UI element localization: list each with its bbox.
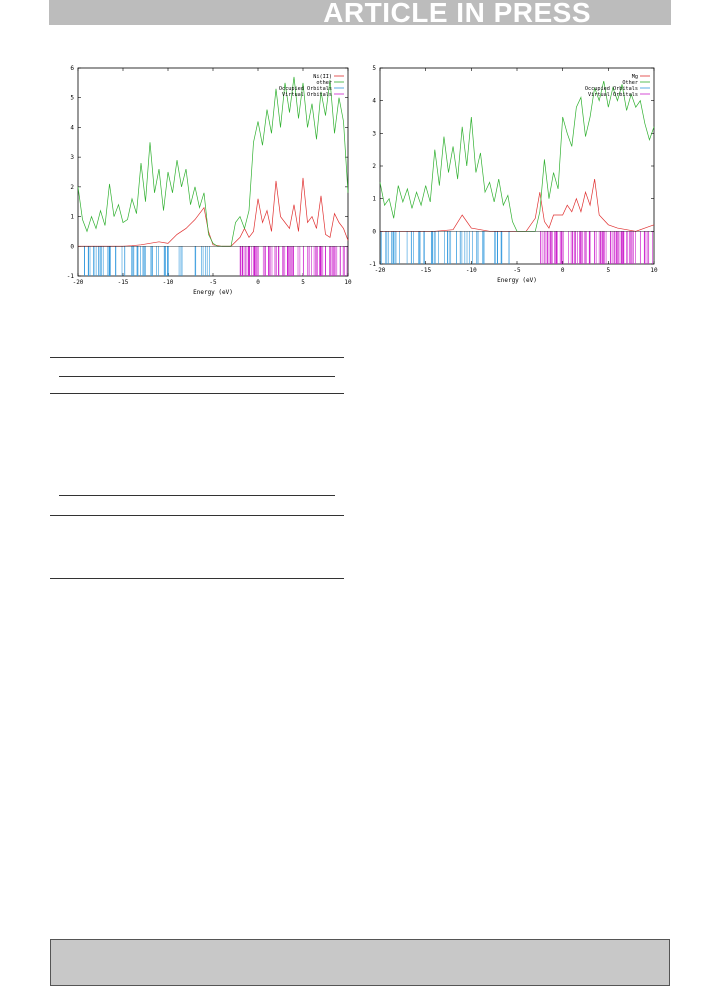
- banner-text: ARTICLE IN PRESS: [323, 0, 591, 28]
- series-line-mg: [380, 179, 655, 232]
- table-rule-span: [59, 376, 335, 377]
- legend-label: Other: [622, 80, 638, 86]
- y-tick-label: 3: [70, 154, 74, 161]
- y-tick-label: 6: [70, 65, 74, 72]
- y-tick-label: 4: [372, 98, 376, 105]
- y-tick-label: 5: [372, 65, 376, 72]
- chart-left: -1 0 1 2 3 4 5 6 -20 -15 -10 -5 0 5 10 Energy (eV) Ni(II…: [60, 62, 356, 300]
- y-tick-label: 1: [70, 214, 74, 221]
- x-tick-label: -20: [375, 267, 386, 274]
- y-tick-label: 2: [372, 163, 376, 170]
- legend-label: other: [316, 80, 332, 86]
- y-tick-label: 2: [70, 184, 74, 191]
- x-tick-label: -20: [73, 279, 84, 286]
- legend-label: Occupied Orbitals: [279, 86, 332, 92]
- y-tick-label: -1: [67, 273, 75, 280]
- x-tick-label: -15: [420, 267, 431, 274]
- series-line-ni-ii-: [78, 177, 349, 247]
- y-tick-label: 4: [70, 124, 74, 131]
- legend-label: Occupied Orbitals: [585, 86, 638, 92]
- table-rule-bottom: [50, 578, 344, 579]
- y-tick-label: -1: [369, 261, 377, 268]
- article-in-press-banner: ARTICLE IN PRESS: [49, 0, 671, 28]
- table-rule-mid: [50, 515, 344, 516]
- legend-label: Ni(II): [313, 74, 332, 80]
- x-tick-label: 0: [256, 279, 260, 286]
- series-line-other: [379, 80, 655, 232]
- x-tick-label: 5: [301, 279, 305, 286]
- x-tick-label: -10: [466, 267, 477, 274]
- chart-right: -1 0 1 2 3 4 5 -20 -15 -10 -5 0 5 10 Energy (eV) Mg Othe…: [362, 62, 662, 288]
- y-tick-label: 0: [70, 243, 74, 250]
- x-tick-label: -15: [118, 279, 129, 286]
- x-tick-label: 10: [344, 279, 352, 286]
- x-tick-label: 0: [561, 267, 565, 274]
- table-rule-header-bottom: [50, 393, 344, 394]
- x-tick-label: -10: [163, 279, 174, 286]
- x-tick-label: -5: [209, 279, 217, 286]
- y-tick-label: 0: [372, 228, 376, 235]
- legend-label: Virtual Orbitals: [282, 92, 332, 98]
- y-tick-label: 3: [372, 130, 376, 137]
- series-line-other: [77, 76, 349, 247]
- table-rule-span-2: [59, 495, 335, 496]
- table-rule-top: [50, 357, 344, 358]
- legend-label: Mg: [632, 74, 638, 80]
- y-tick-label: 5: [70, 95, 74, 102]
- footer-box: [50, 939, 670, 986]
- x-tick-label: 5: [607, 267, 611, 274]
- legend-label: Virtual Orbitals: [588, 92, 638, 98]
- x-axis-label: Energy (eV): [193, 289, 233, 296]
- x-tick-label: 10: [650, 267, 658, 274]
- x-axis-label: Energy (eV): [497, 277, 537, 284]
- y-tick-label: 1: [372, 196, 376, 203]
- x-tick-label: -5: [513, 267, 521, 274]
